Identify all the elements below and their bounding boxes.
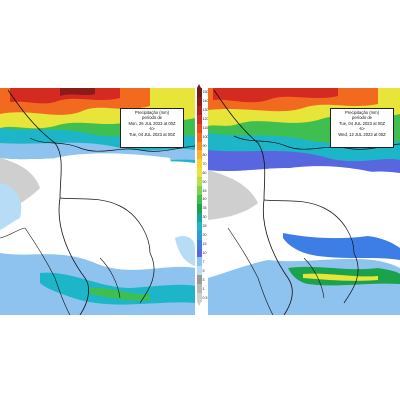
colorbar-tick-label: 140 — [202, 99, 209, 104]
colorbar-segment — [197, 239, 202, 249]
right-legend-subtitle: período de — [351, 115, 373, 121]
colorbar-segment — [197, 177, 202, 187]
colorbar-segment — [197, 150, 202, 160]
colorbar-segment — [197, 132, 202, 142]
left-legend-separator: -to- — [148, 126, 156, 132]
colorbar-tick-label: 110 — [202, 126, 209, 131]
colorbar-segment — [197, 230, 202, 240]
colorbar-tick-label: 120 — [202, 117, 209, 122]
colorbar-tick-label: 90 — [202, 143, 207, 148]
colorbar-tick-label: 150 — [202, 90, 209, 95]
colorbar-tick-label: 60 — [202, 170, 207, 175]
colorbar-segment — [197, 159, 202, 169]
colorbar-segment — [197, 105, 202, 116]
colorbar-segment — [197, 195, 202, 205]
colorbar-tick-label: 1 — [202, 286, 205, 291]
colorbar-tick-label: 70 — [202, 161, 207, 166]
colorbar-tick-label: 130 — [202, 108, 209, 113]
colorbar-tick-label: 45 — [202, 188, 207, 193]
colorbar-segment — [197, 275, 202, 285]
colorbar-segment — [197, 266, 202, 276]
left-legend-title: Precipitação (mm) — [135, 110, 169, 115]
colorbar-segment — [197, 186, 202, 196]
colorbar-segment — [197, 293, 202, 303]
colorbar-segment — [197, 257, 202, 267]
colorbar-tick-label: 50 — [202, 179, 207, 184]
colorbar-tick-label: 5 — [202, 268, 205, 273]
right-legend-end: Wed, 12 JUL 2023 at 00Z — [338, 131, 386, 137]
colorbar-tick-label: 30 — [202, 215, 207, 220]
colorbar-tick-label: 20 — [202, 233, 207, 238]
colorbar-segment — [197, 221, 202, 231]
colorbar-segment — [197, 248, 202, 258]
left-legend-start: Mon, 26 JUL 2023 at 00Z — [128, 120, 176, 126]
colorbar-segment — [197, 141, 202, 151]
colorbar-tick-label: 0.5 — [202, 295, 208, 300]
left-legend-subtitle: período de — [141, 115, 163, 121]
right-legend-separator: -to- — [358, 126, 366, 132]
right-map-legend: Precipitação (mm) período de Tue, 04 JUL… — [330, 108, 394, 148]
colorbar-segment — [197, 284, 202, 294]
colorbar-tick-label: 10 — [202, 250, 207, 255]
colorbar-segment — [197, 123, 202, 133]
colorbar-tick-label: 35 — [202, 206, 207, 211]
colorbar-tick-label: 15 — [202, 242, 207, 247]
colorbar-tick-label: 40 — [202, 197, 207, 202]
colorbar-tick-label: 100 — [202, 135, 209, 140]
right-legend-title: Precipitação (mm) — [345, 110, 379, 115]
colorbar-tick-label: 25 — [202, 224, 207, 229]
colorbar-tick-label: 7 — [202, 259, 205, 264]
colorbar-tick-label: 80 — [202, 152, 207, 157]
colorbar-segment — [197, 88, 202, 98]
colorbar-bottom-arrow — [197, 302, 201, 306]
colorbar-segment — [197, 212, 202, 223]
colorbar-segment — [197, 168, 202, 178]
left-map-legend: Precipitação (mm) período de Mon, 26 JUL… — [120, 108, 184, 148]
colorbar-tick-label: 3 — [202, 277, 205, 282]
colorbar-top-arrow — [197, 84, 201, 88]
precipitation-colorbar: 150 140 130 120 110 100 90 80 70 60 50 45 40 35 30 25 20… — [197, 84, 209, 306]
colorbar-segment — [197, 96, 202, 107]
left-legend-end: Tue, 04 JUL 2023 at 00Z — [128, 131, 175, 137]
colorbar-segment — [197, 114, 202, 124]
colorbar-segment — [197, 203, 202, 214]
right-legend-start: Tue, 04 JUL 2023 at 00Z — [338, 120, 385, 126]
